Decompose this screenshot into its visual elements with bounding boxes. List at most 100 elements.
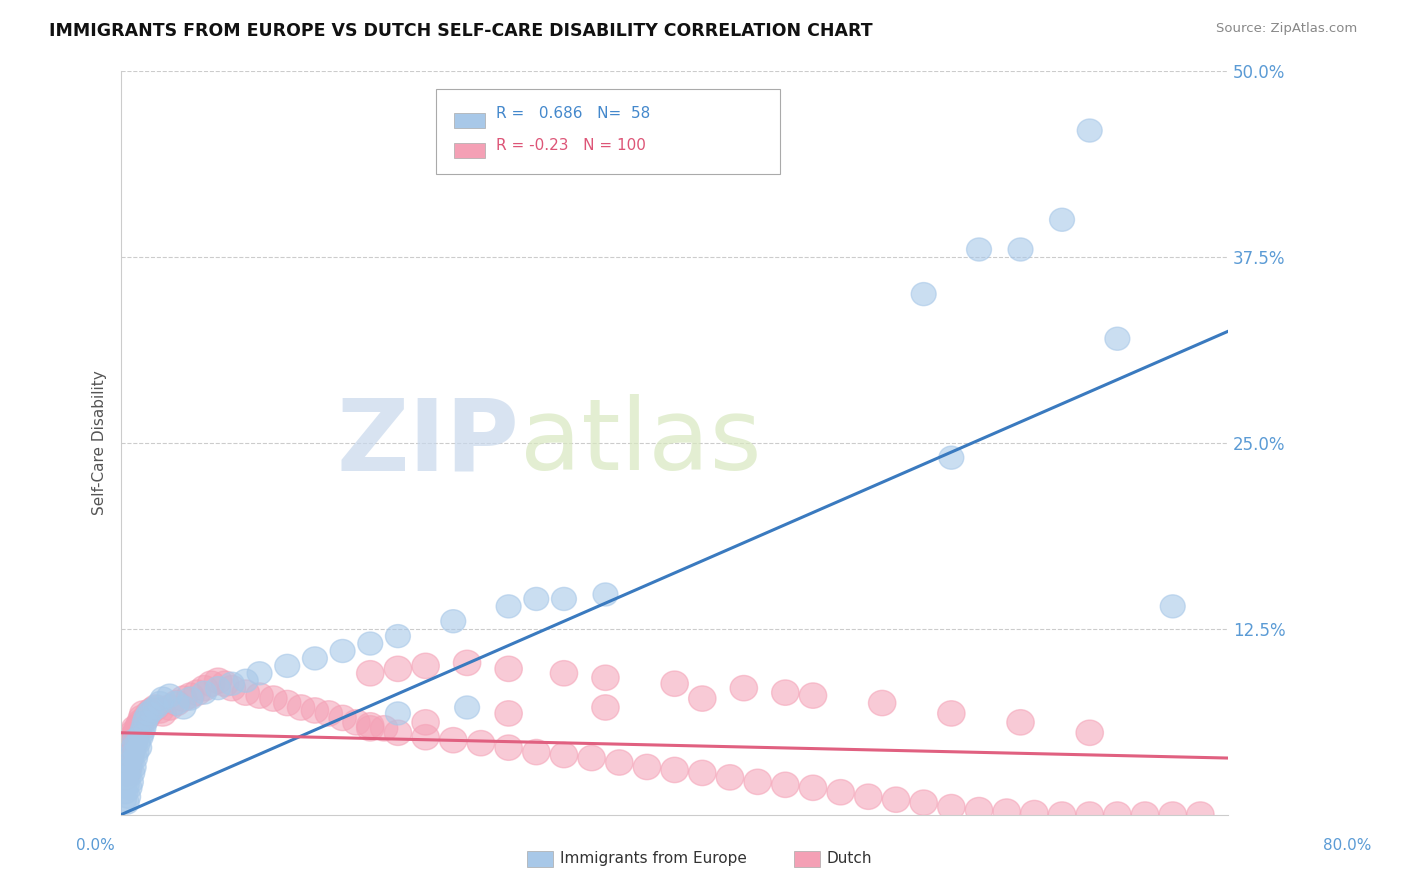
Ellipse shape <box>165 691 188 714</box>
Ellipse shape <box>938 795 965 820</box>
Ellipse shape <box>495 657 522 681</box>
Ellipse shape <box>131 717 156 739</box>
Text: ZIP: ZIP <box>337 394 520 491</box>
Ellipse shape <box>146 698 174 723</box>
Ellipse shape <box>204 668 232 693</box>
Ellipse shape <box>114 791 139 814</box>
Ellipse shape <box>592 665 619 690</box>
Ellipse shape <box>127 710 155 735</box>
Ellipse shape <box>827 780 855 805</box>
Ellipse shape <box>1132 802 1159 827</box>
Ellipse shape <box>118 724 146 750</box>
Ellipse shape <box>111 750 139 775</box>
Ellipse shape <box>938 701 965 726</box>
Ellipse shape <box>148 691 173 714</box>
Ellipse shape <box>799 775 827 800</box>
Text: 0.0%: 0.0% <box>76 838 115 853</box>
Ellipse shape <box>855 784 882 809</box>
Ellipse shape <box>114 755 142 780</box>
Ellipse shape <box>219 673 245 695</box>
Text: IMMIGRANTS FROM EUROPE VS DUTCH SELF-CARE DISABILITY CORRELATION CHART: IMMIGRANTS FROM EUROPE VS DUTCH SELF-CAR… <box>49 22 873 40</box>
Ellipse shape <box>112 742 141 768</box>
Ellipse shape <box>136 702 162 725</box>
Ellipse shape <box>550 742 578 768</box>
Ellipse shape <box>120 731 148 756</box>
Text: R = -0.23   N = 100: R = -0.23 N = 100 <box>496 138 647 153</box>
Ellipse shape <box>1187 802 1215 827</box>
Ellipse shape <box>551 588 576 610</box>
Ellipse shape <box>689 686 716 711</box>
Ellipse shape <box>172 696 195 719</box>
Ellipse shape <box>1159 802 1187 827</box>
Ellipse shape <box>730 675 758 701</box>
Ellipse shape <box>150 687 176 710</box>
Ellipse shape <box>120 720 148 746</box>
Ellipse shape <box>524 588 548 610</box>
Ellipse shape <box>112 760 141 786</box>
Ellipse shape <box>385 702 411 725</box>
Ellipse shape <box>966 238 991 261</box>
Ellipse shape <box>869 690 896 715</box>
Ellipse shape <box>132 711 157 734</box>
Ellipse shape <box>117 758 142 781</box>
Ellipse shape <box>149 701 176 726</box>
Ellipse shape <box>661 671 689 697</box>
Ellipse shape <box>121 715 149 741</box>
Ellipse shape <box>163 690 190 715</box>
Ellipse shape <box>966 797 993 822</box>
Ellipse shape <box>274 690 301 715</box>
Ellipse shape <box>883 787 910 813</box>
Ellipse shape <box>260 686 287 711</box>
Ellipse shape <box>772 680 799 706</box>
Ellipse shape <box>1076 802 1104 827</box>
Ellipse shape <box>121 724 149 750</box>
Ellipse shape <box>384 657 412 681</box>
Ellipse shape <box>157 684 183 707</box>
Ellipse shape <box>114 739 142 764</box>
Ellipse shape <box>939 446 963 469</box>
Ellipse shape <box>1008 238 1033 261</box>
Ellipse shape <box>385 624 411 648</box>
Ellipse shape <box>467 731 495 756</box>
Text: R =   0.686   N=  58: R = 0.686 N= 58 <box>496 106 651 120</box>
Ellipse shape <box>114 773 139 797</box>
Ellipse shape <box>118 771 143 793</box>
Ellipse shape <box>184 680 211 706</box>
Ellipse shape <box>118 735 146 760</box>
Ellipse shape <box>120 744 145 766</box>
Ellipse shape <box>440 728 467 753</box>
Text: Source: ZipAtlas.com: Source: ZipAtlas.com <box>1216 22 1357 36</box>
Ellipse shape <box>1007 710 1035 735</box>
Ellipse shape <box>287 695 315 720</box>
Ellipse shape <box>191 675 218 701</box>
Ellipse shape <box>274 655 299 677</box>
Ellipse shape <box>121 756 146 779</box>
Ellipse shape <box>302 647 328 670</box>
Ellipse shape <box>138 698 166 723</box>
Ellipse shape <box>716 764 744 790</box>
Ellipse shape <box>247 662 271 685</box>
Ellipse shape <box>412 653 439 679</box>
Ellipse shape <box>384 720 412 746</box>
Ellipse shape <box>593 583 617 606</box>
Ellipse shape <box>412 724 439 750</box>
Ellipse shape <box>129 722 155 744</box>
Ellipse shape <box>550 661 578 686</box>
Ellipse shape <box>772 772 799 797</box>
Ellipse shape <box>110 757 138 782</box>
Ellipse shape <box>122 720 150 746</box>
Ellipse shape <box>496 595 522 618</box>
Ellipse shape <box>218 675 246 701</box>
Ellipse shape <box>329 706 356 731</box>
Ellipse shape <box>592 695 619 720</box>
Ellipse shape <box>177 683 204 708</box>
Ellipse shape <box>156 695 183 720</box>
Ellipse shape <box>606 750 633 775</box>
Ellipse shape <box>142 695 170 720</box>
Ellipse shape <box>211 671 239 697</box>
Ellipse shape <box>128 706 156 731</box>
Ellipse shape <box>111 789 136 811</box>
Ellipse shape <box>661 757 689 782</box>
Ellipse shape <box>301 698 329 723</box>
Ellipse shape <box>115 735 143 760</box>
